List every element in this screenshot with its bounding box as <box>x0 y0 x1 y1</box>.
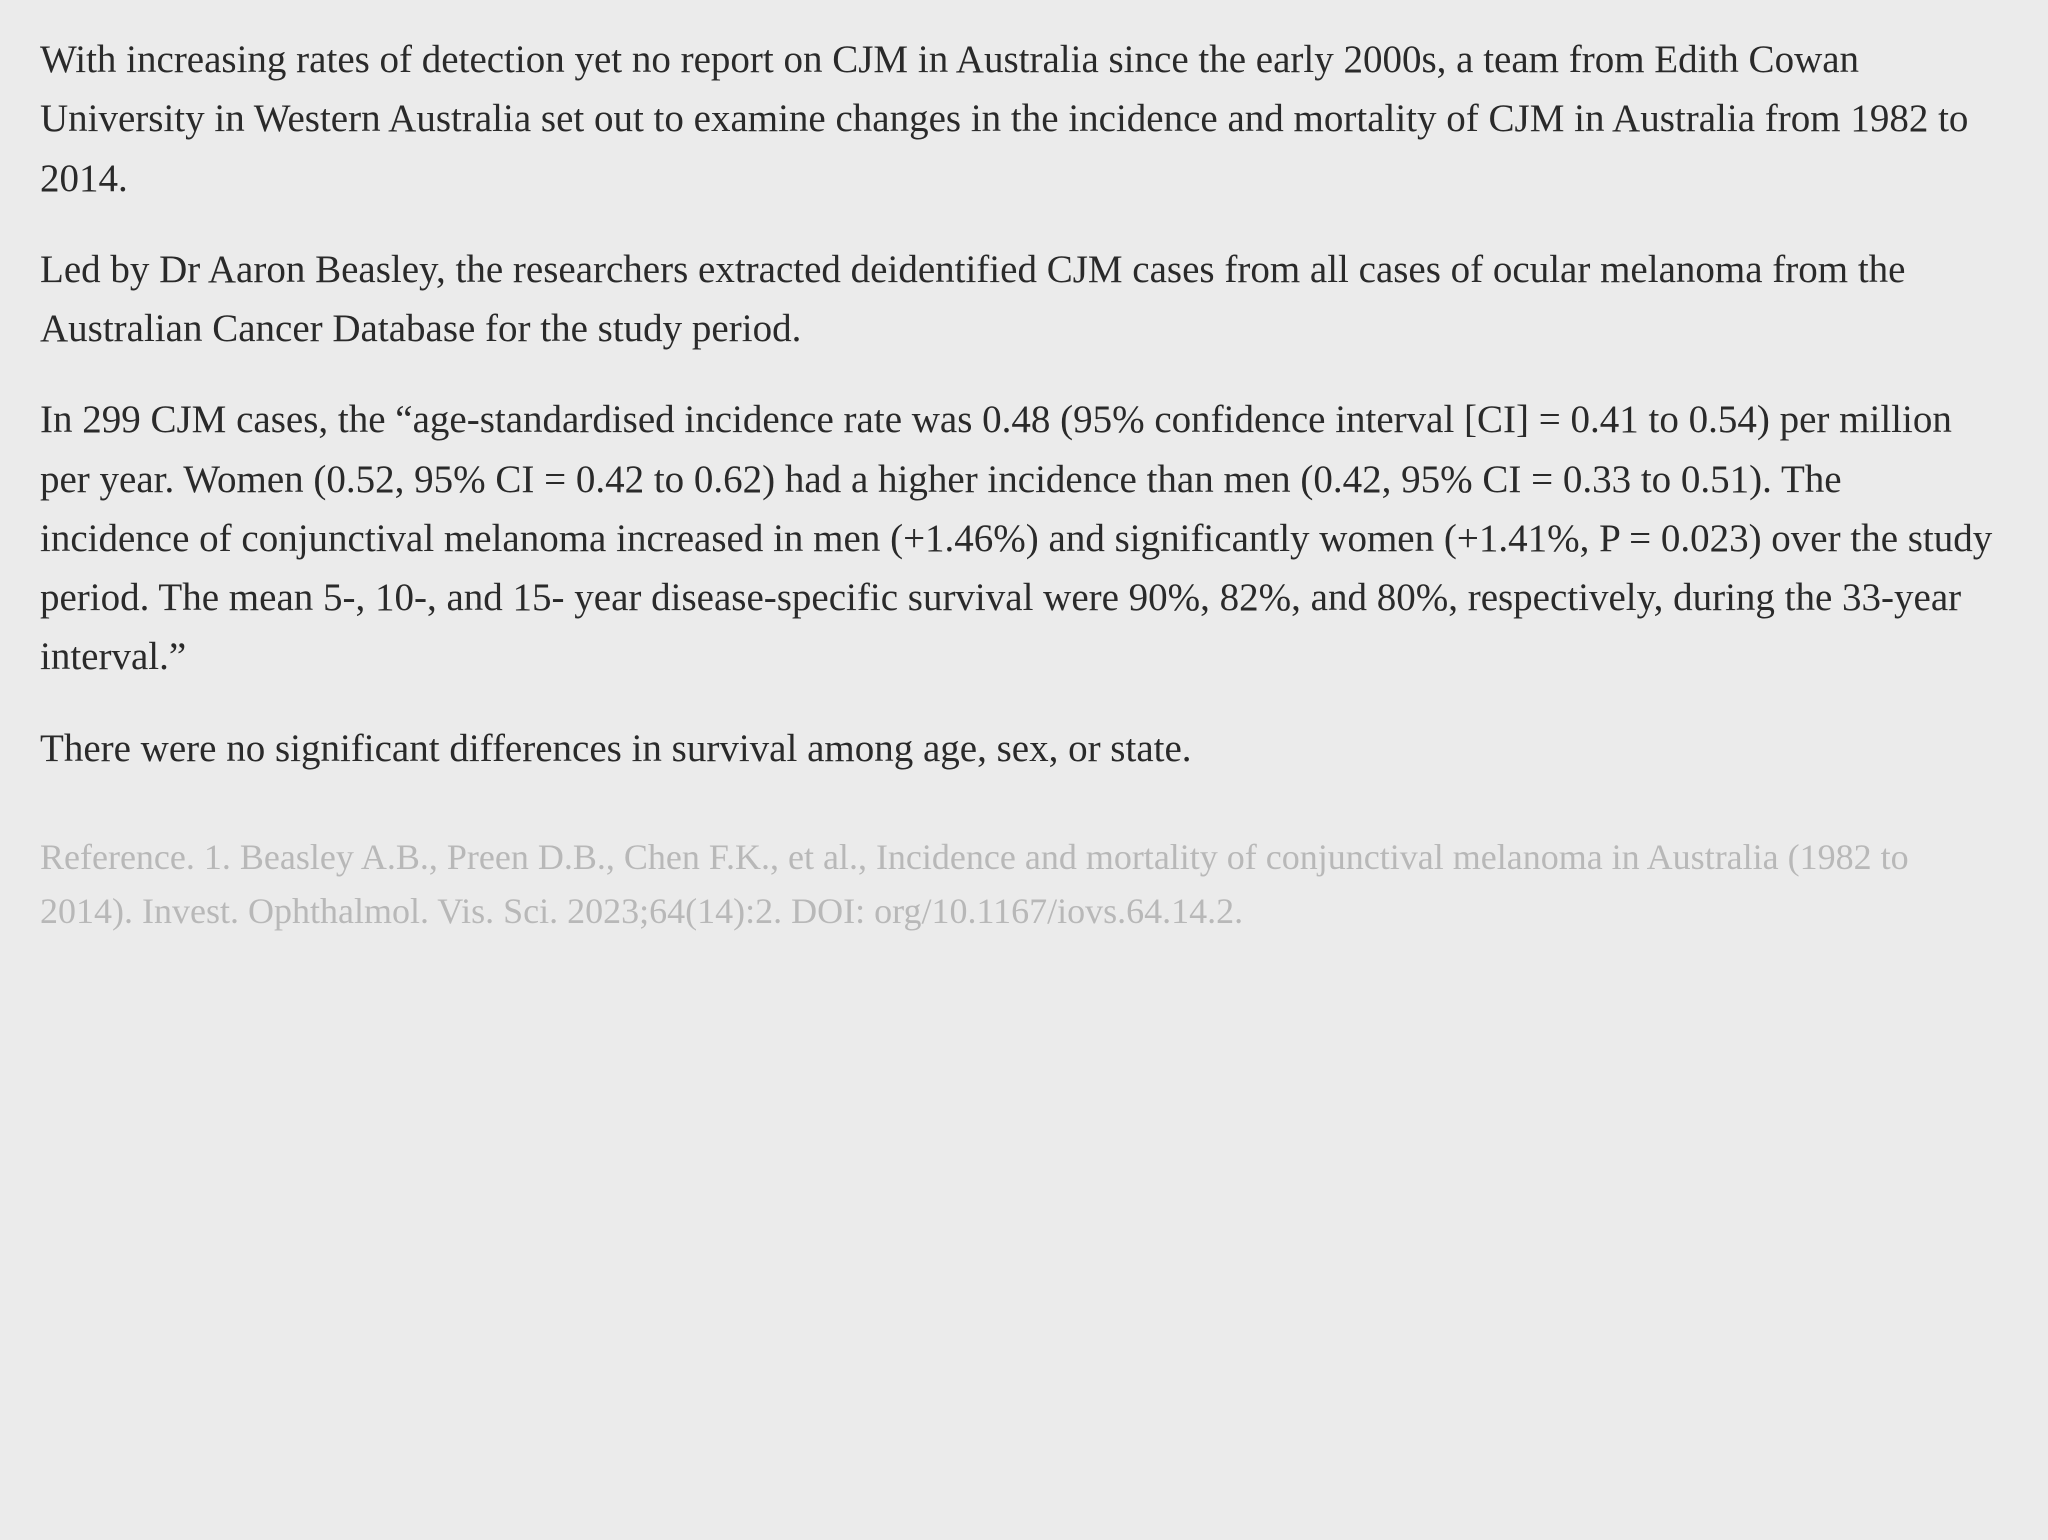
paragraph-2: Led by Dr Aaron Beasley, the researchers… <box>40 240 2000 359</box>
paragraph-3: In 299 CJM cases, the “age-standardised … <box>40 390 2000 686</box>
article-content: With increasing rates of detection yet n… <box>40 30 2000 938</box>
paragraph-1: With increasing rates of detection yet n… <box>40 30 2000 208</box>
reference-label: Reference. <box>40 837 195 877</box>
reference-citation: Reference. 1. Beasley A.B., Preen D.B., … <box>40 830 2000 938</box>
reference-text: 1. Beasley A.B., Preen D.B., Chen F.K., … <box>40 837 1909 931</box>
paragraph-4: There were no significant differences in… <box>40 719 2000 778</box>
